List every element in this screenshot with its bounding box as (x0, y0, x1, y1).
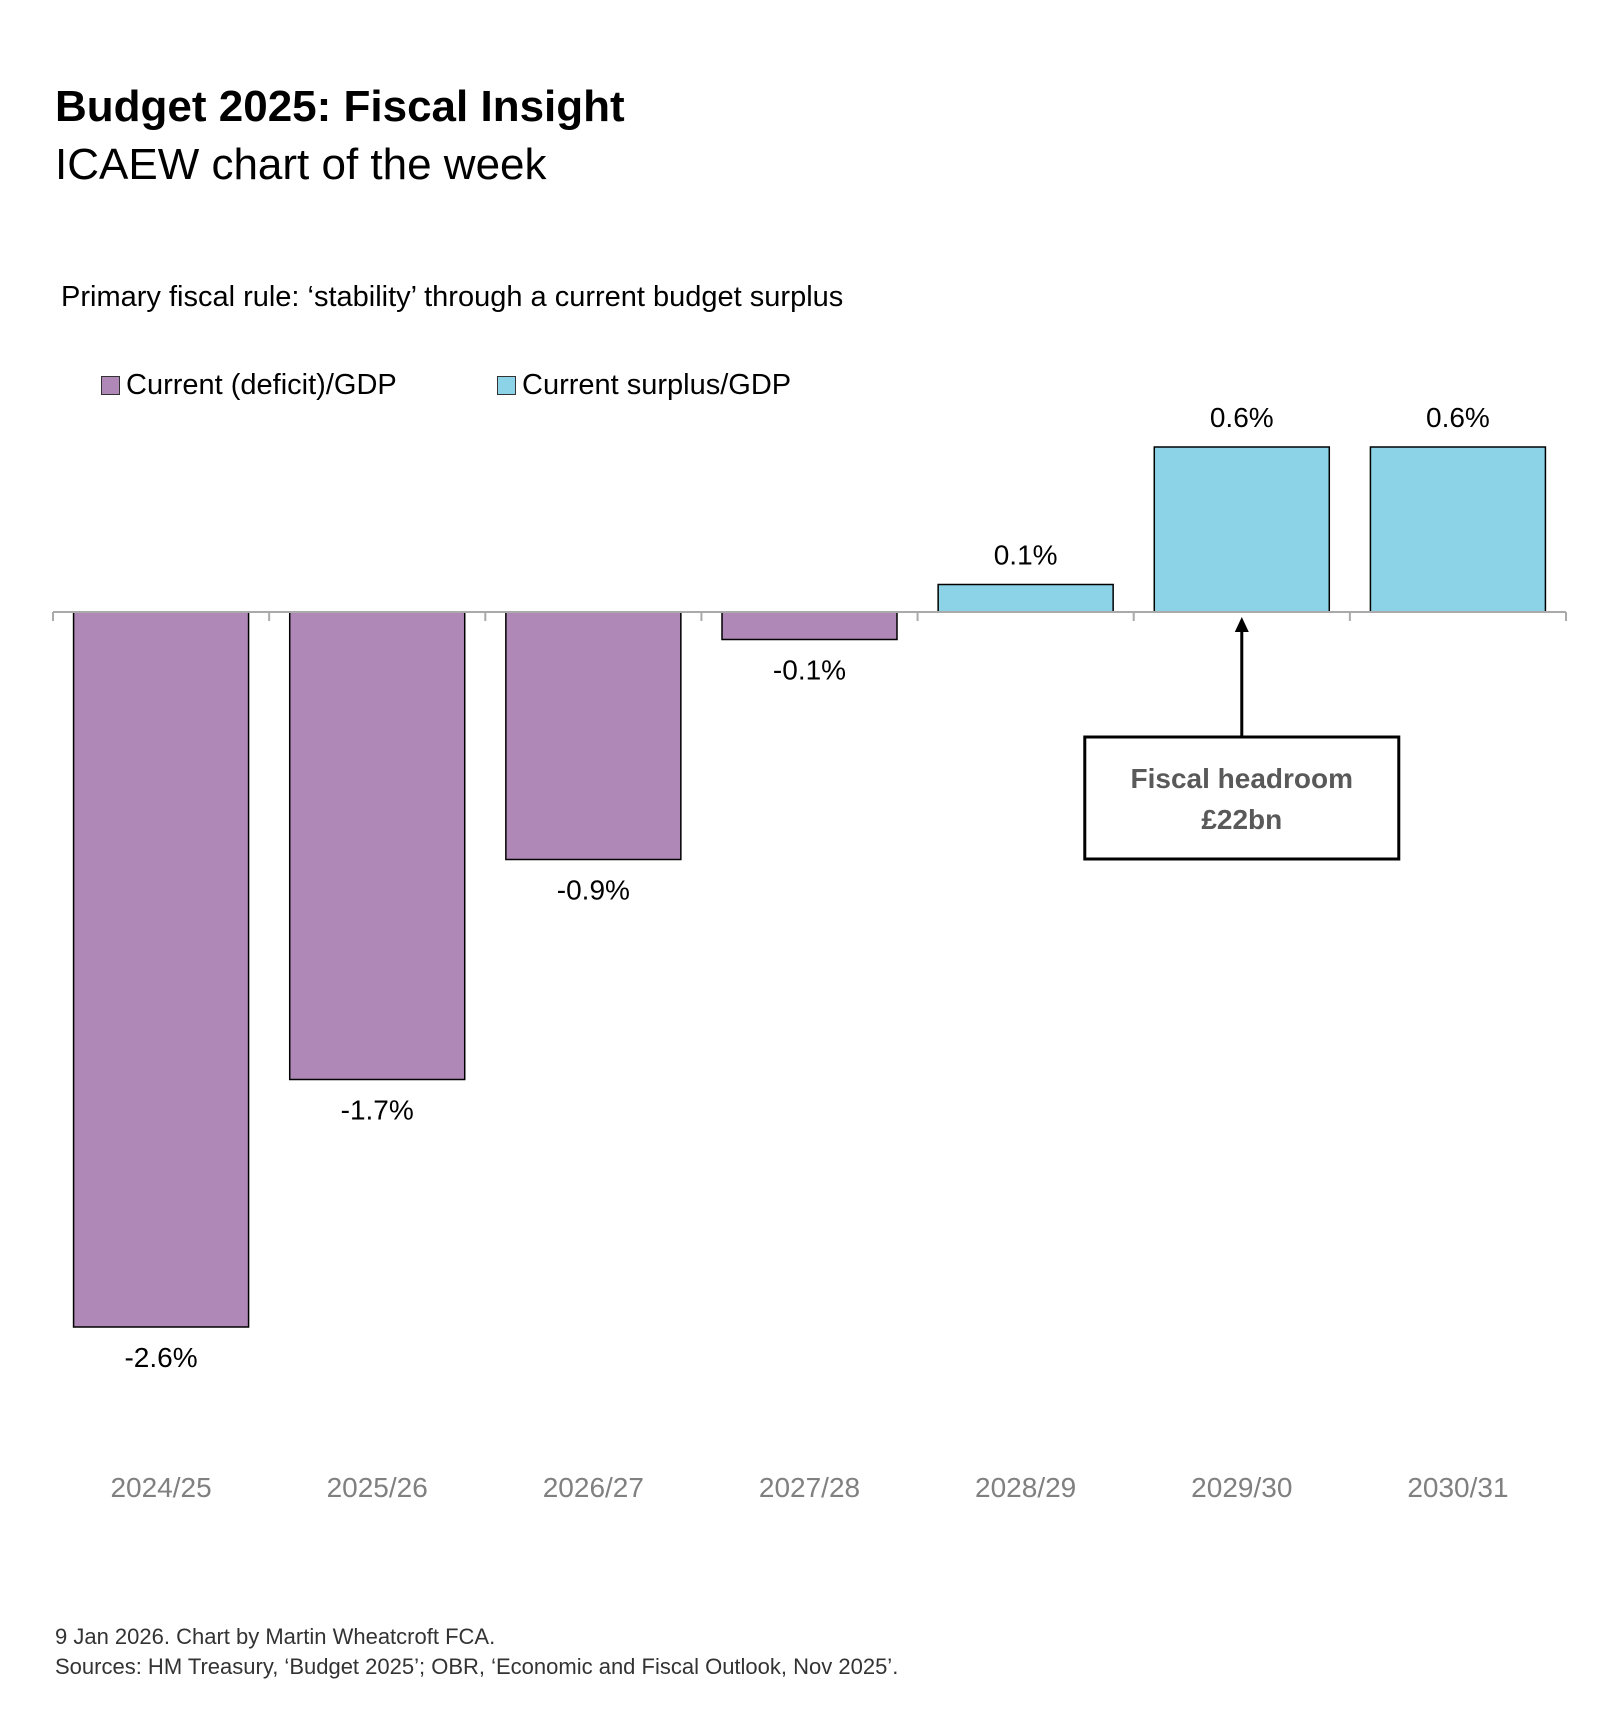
x-tick-label: 2025/26 (327, 1472, 428, 1503)
data-label: -2.6% (124, 1342, 197, 1373)
x-tick-label: 2030/31 (1407, 1472, 1508, 1503)
bar-2025-26 (288, 611, 466, 1081)
legend-item-surplus: Current surplus/GDP (497, 369, 791, 402)
page-title: Budget 2025: Fiscal Insight (55, 82, 625, 131)
legend-swatch-surplus (497, 376, 516, 395)
legend-label-deficit: Current (deficit)/GDP (126, 369, 397, 401)
bar-2028-29 (937, 583, 1114, 613)
data-label: 0.1% (994, 540, 1058, 571)
annotation-line1: Fiscal headroom (1131, 763, 1354, 794)
legend-swatch-deficit (101, 376, 120, 395)
annotation-box (1083, 735, 1401, 861)
data-label: -0.9% (557, 875, 630, 906)
bar-2024-25 (72, 611, 250, 1328)
x-tick-label: 2028/29 (975, 1472, 1076, 1503)
x-tick-label: 2026/27 (543, 1472, 644, 1503)
x-tick-label: 2027/28 (759, 1472, 860, 1503)
data-label: 0.6% (1210, 402, 1274, 433)
bar-2029-30 (1153, 446, 1331, 613)
bar-2026-27 (505, 611, 682, 861)
page-subtitle: ICAEW chart of the week (55, 140, 547, 189)
bar-2030-31 (1369, 446, 1547, 613)
chart-title: Primary fiscal rule: ‘stability’ through… (61, 281, 844, 313)
footer-credit: 9 Jan 2026. Chart by Martin Wheatcroft F… (55, 1624, 496, 1649)
bar-2027-28 (721, 611, 898, 641)
legend-label-surplus: Current surplus/GDP (522, 369, 792, 401)
data-label: -0.1% (773, 655, 846, 686)
x-tick-label: 2029/30 (1191, 1472, 1292, 1503)
data-label: -1.7% (341, 1095, 414, 1126)
x-tick-label: 2024/25 (110, 1472, 211, 1503)
arrow-head-icon (1234, 617, 1249, 632)
legend-item-deficit: Current (deficit)/GDP (101, 369, 397, 402)
annotation-line2: £22bn (1201, 804, 1282, 835)
footer-sources: Sources: HM Treasury, ‘Budget 2025’; OBR… (55, 1654, 899, 1679)
data-label: 0.6% (1426, 402, 1490, 433)
